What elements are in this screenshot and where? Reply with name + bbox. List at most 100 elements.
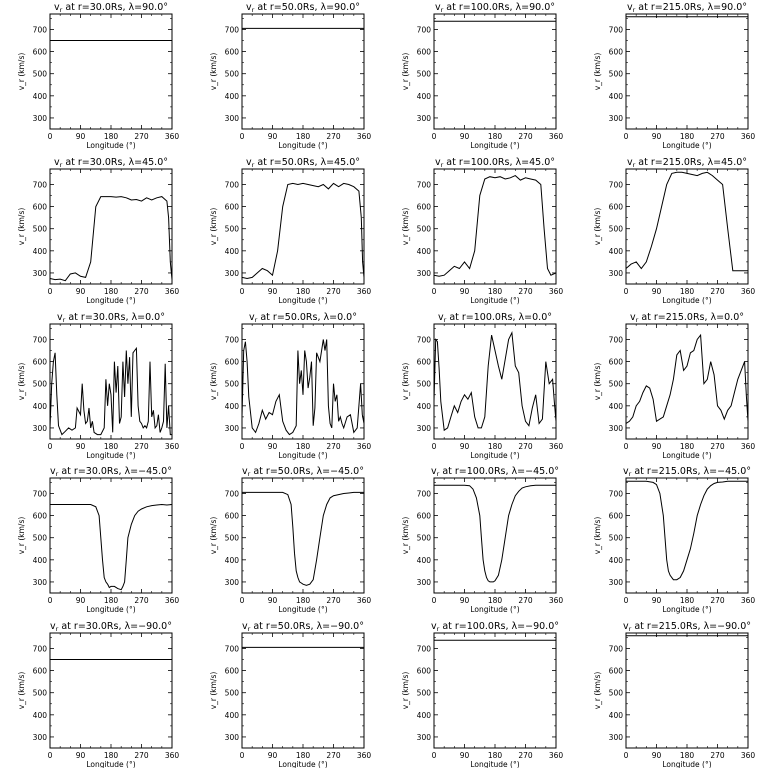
- y-tick-label: 700: [33, 180, 48, 189]
- y-tick-label: 500: [417, 689, 432, 698]
- x-tick-label: 360: [549, 287, 564, 296]
- title-text: at r=215.0Rs, λ=45.0°: [635, 157, 747, 168]
- y-axis-label: v_r (km/s): [593, 53, 602, 91]
- plot-frame: [625, 632, 749, 749]
- series-line: [626, 480, 748, 581]
- x-tick-label: 180: [104, 751, 119, 760]
- x-tick-label: 270: [134, 132, 149, 141]
- y-tick-label: 600: [33, 512, 48, 521]
- plot-frame: [241, 13, 365, 130]
- y-tick-label: 600: [33, 203, 48, 212]
- plot-frame: [241, 477, 365, 594]
- x-axis-label: Longitude (°): [662, 760, 711, 768]
- x-tick-label: 0: [624, 132, 629, 141]
- series-line: [434, 175, 556, 277]
- subplot: vr at r=215.0Rs, λ=45.0° 0 90 180 270 360 300 4…: [593, 157, 755, 305]
- y-tick-label: 300: [33, 424, 48, 433]
- x-tick-label: 90: [460, 751, 470, 760]
- x-tick-label: 180: [296, 287, 311, 296]
- y-tick-label: 600: [417, 512, 432, 521]
- x-tick-label: 180: [296, 442, 311, 451]
- title-text: at r=100.0Rs, λ=90.0°: [443, 2, 555, 13]
- x-tick-label: 360: [549, 132, 564, 141]
- plot-title: vr at r=50.0Rs, λ=45.0°: [246, 157, 360, 169]
- x-tick-label: 180: [680, 287, 695, 296]
- x-tick-label: 0: [240, 596, 245, 605]
- title-text: at r=215.0Rs, λ=−90.0°: [631, 621, 751, 632]
- y-axis-label: v_r (km/s): [17, 363, 26, 401]
- y-tick-label: 700: [417, 335, 432, 344]
- y-axis-label: v_r (km/s): [401, 672, 410, 710]
- title-subscript: r: [441, 161, 444, 169]
- y-tick-label: 500: [417, 225, 432, 234]
- y-tick-label: 400: [417, 711, 432, 720]
- title-text: at r=50.0Rs, λ=0.0°: [257, 312, 357, 323]
- title-symbol: v: [627, 157, 633, 168]
- x-tick-label: 0: [432, 287, 437, 296]
- y-axis-label: v_r (km/s): [593, 363, 602, 401]
- x-tick-label: 360: [165, 596, 180, 605]
- x-tick-label: 270: [518, 596, 533, 605]
- title-symbol: v: [435, 2, 441, 13]
- y-tick-label: 700: [225, 644, 240, 653]
- x-tick-label: 90: [460, 442, 470, 451]
- plot-title: vr at r=30.0Rs, λ=−45.0°: [50, 466, 172, 478]
- x-tick-label: 360: [741, 132, 756, 141]
- y-tick-label: 600: [609, 512, 624, 521]
- title-subscript: r: [633, 6, 636, 14]
- x-tick-label: 270: [134, 442, 149, 451]
- x-tick-label: 0: [624, 596, 629, 605]
- x-tick-label: 180: [296, 132, 311, 141]
- x-tick-label: 0: [48, 132, 53, 141]
- y-tick-label: 500: [225, 225, 240, 234]
- x-tick-label: 360: [549, 596, 564, 605]
- y-tick-label: 700: [225, 180, 240, 189]
- x-tick-label: 360: [357, 132, 372, 141]
- title-text: at r=100.0Rs, λ=45.0°: [443, 157, 555, 168]
- title-symbol: v: [623, 466, 629, 477]
- y-axis-label: v_r (km/s): [209, 363, 218, 401]
- y-tick-label: 700: [225, 489, 240, 498]
- y-tick-label: 500: [417, 70, 432, 79]
- y-tick-label: 400: [225, 556, 240, 565]
- plot-title: vr at r=30.0Rs, λ=45.0°: [54, 157, 168, 169]
- y-tick-label: 500: [609, 380, 624, 389]
- x-tick-label: 270: [134, 596, 149, 605]
- series-line: [626, 171, 748, 272]
- y-tick-label: 600: [225, 512, 240, 521]
- x-tick-label: 270: [326, 596, 341, 605]
- x-tick-label: 90: [268, 751, 278, 760]
- x-axis-label: Longitude (°): [470, 451, 519, 460]
- x-tick-label: 0: [48, 751, 53, 760]
- y-tick-label: 300: [609, 114, 624, 123]
- title-text: at r=50.0Rs, λ=45.0°: [254, 157, 360, 168]
- y-tick-label: 500: [417, 534, 432, 543]
- y-tick-label: 300: [417, 114, 432, 123]
- y-tick-label: 700: [609, 25, 624, 34]
- title-text: at r=215.0Rs, λ=90.0°: [635, 2, 747, 13]
- title-symbol: v: [431, 621, 437, 632]
- y-tick-label: 700: [609, 180, 624, 189]
- plot-title: vr at r=50.0Rs, λ=−90.0°: [242, 621, 364, 633]
- y-tick-label: 700: [417, 489, 432, 498]
- title-subscript: r: [437, 625, 440, 633]
- title-text: at r=50.0Rs, λ=−45.0°: [250, 466, 364, 477]
- title-text: at r=30.0Rs, λ=−45.0°: [58, 466, 172, 477]
- x-tick-label: 180: [104, 442, 119, 451]
- title-text: at r=100.0Rs, λ=−45.0°: [439, 466, 559, 477]
- x-tick-label: 180: [488, 596, 503, 605]
- subplot: vr at r=30.0Rs, λ=45.0° 0 90 180 270 360 300 40…: [17, 157, 179, 305]
- x-axis-label: Longitude (°): [86, 760, 135, 768]
- subplot: vr at r=215.0Rs, λ=−45.0° 0 90 180 270 360 300…: [593, 466, 755, 614]
- x-tick-label: 90: [460, 596, 470, 605]
- title-subscript: r: [56, 625, 59, 633]
- subplot: vr at r=30.0Rs, λ=0.0° 0 90 180 270 360 300 400…: [17, 312, 179, 460]
- title-text: at r=50.0Rs, λ=90.0°: [254, 2, 360, 13]
- x-tick-label: 360: [741, 287, 756, 296]
- y-tick-label: 600: [417, 667, 432, 676]
- subplot: vr at r=100.0Rs, λ=0.0° 0 90 180 270 360 300 40…: [401, 312, 563, 460]
- series-line: [434, 331, 556, 432]
- x-tick-label: 360: [357, 596, 372, 605]
- title-subscript: r: [444, 316, 447, 324]
- x-tick-label: 270: [710, 596, 725, 605]
